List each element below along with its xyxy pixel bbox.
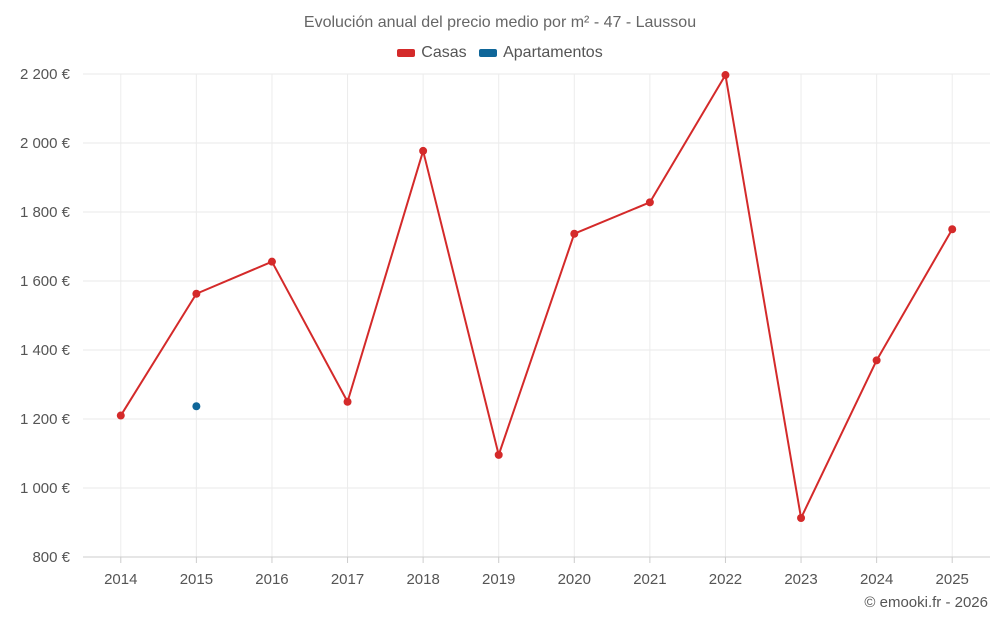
- data-point-casas: [797, 514, 806, 523]
- x-tick-label: 2025: [936, 571, 969, 588]
- data-point-casas: [948, 225, 957, 234]
- y-tick-label: 1 200 €: [20, 411, 71, 428]
- x-tick-label: 2018: [406, 571, 439, 588]
- x-tick-label: 2015: [180, 571, 213, 588]
- data-point-casas: [721, 71, 730, 80]
- data-point-casas: [494, 450, 503, 459]
- data-point-casas: [419, 146, 428, 155]
- x-tick-label: 2021: [633, 571, 666, 588]
- series-line-casas: [119, 74, 954, 520]
- x-tick-label: 2020: [558, 571, 591, 588]
- y-tick-label: 1 600 €: [20, 273, 71, 290]
- data-point-casas: [570, 229, 579, 238]
- x-tick-label: 2019: [482, 571, 515, 588]
- x-tick-label: 2014: [104, 571, 137, 588]
- data-point-casas: [267, 257, 276, 266]
- data-point-casas: [343, 397, 352, 406]
- y-tick-label: 800 €: [32, 549, 70, 566]
- data-point-casas: [872, 356, 881, 365]
- legend-item-casas[interactable]: Casas: [397, 44, 467, 62]
- credit-text: © emooki.fr - 2026: [864, 594, 988, 611]
- legend-label-casas: Casas: [421, 44, 467, 61]
- x-tick-label: 2017: [331, 571, 364, 588]
- x-tick-label: 2022: [709, 571, 742, 588]
- x-tick-label: 2023: [784, 571, 817, 588]
- y-tick-label: 2 000 €: [20, 135, 71, 152]
- legend-item-apartamentos[interactable]: Apartamentos: [479, 44, 603, 62]
- y-tick-label: 1 400 €: [20, 342, 71, 359]
- data-point-casas: [116, 411, 125, 420]
- y-tick-label: 1 800 €: [20, 204, 71, 221]
- y-tick-label: 2 200 €: [20, 66, 71, 83]
- legend-label-apartamentos: Apartamentos: [503, 44, 603, 61]
- legend-swatch-casas: [397, 49, 416, 57]
- legend: Casas Apartamentos: [0, 44, 1000, 62]
- legend-swatch-apartamentos: [479, 49, 498, 57]
- x-tick-label: 2024: [860, 571, 893, 588]
- x-tick-label: 2016: [255, 571, 288, 588]
- y-tick-label: 1 000 €: [20, 480, 71, 497]
- data-point-casas: [645, 198, 654, 207]
- chart-title: Evolución anual del precio medio por m² …: [303, 14, 697, 31]
- data-point-casas: [192, 289, 201, 298]
- data-point-apartamentos: [192, 402, 201, 411]
